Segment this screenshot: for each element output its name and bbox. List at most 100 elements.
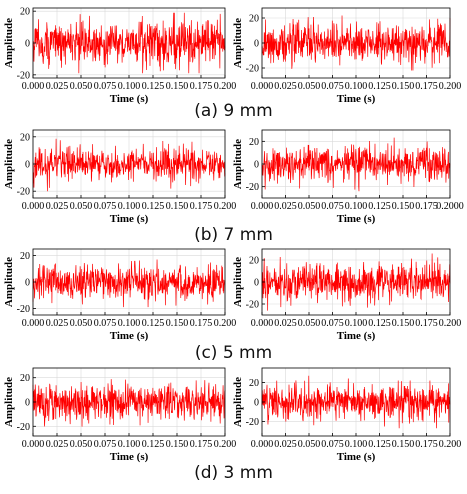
panel-6-ytick-label: 20	[20, 373, 30, 384]
panel-3: 0.000 0.025 0.050 0.075 0.100 0.125 0.150 0.175…	[232, 129, 464, 225]
panel-4-xtick-label: 0.050	[70, 318, 93, 329]
panel-0-xtick-label: 0.050	[70, 81, 93, 92]
panel-3-ytick-label: 20	[249, 137, 259, 148]
panel-2-xaxis-title: Time (s)	[110, 213, 149, 225]
panel-6-xtick-label: 0.200	[214, 439, 237, 450]
panel-1-xtick-label: 0.200	[439, 81, 462, 92]
panel-0-xtick-label: 0.175	[190, 81, 213, 92]
panel-6-ytick-label: 0	[25, 398, 30, 409]
panel-5-xtick-label: 0.000	[251, 318, 274, 329]
panel-5-xtick-label: 0.025	[274, 318, 297, 329]
panel-2-xtick-label: 0.075	[94, 201, 117, 212]
panel-1-xtick-label: 0.075	[321, 81, 344, 92]
panel-2-ytick-label: 20	[20, 132, 30, 143]
panel-2-xtick-label: 0.175	[190, 201, 213, 212]
panel-1-xtick-label: 0.175	[415, 81, 438, 92]
panel-2-xtick-label: 0.025	[46, 201, 69, 212]
panel-6-xaxis-title: Time (s)	[110, 451, 149, 463]
panel-1-xtick-label: 0.000	[251, 81, 274, 92]
panel-0-xtick-label: 0.100	[118, 81, 141, 92]
panel-6-ytick-label: -20	[17, 422, 30, 433]
panel-1-xtick-label: 0.125	[368, 81, 391, 92]
panel-3-xtick-label: 0.100	[345, 201, 368, 212]
panel-5-yaxis-title: Amplitude	[232, 257, 244, 307]
panel-2-ytick-label: -20	[17, 187, 30, 198]
panel-2-xtick-label: 0.000	[22, 201, 45, 212]
caption-b: (b) 7 mm	[194, 225, 273, 245]
panel-7-ytick-label: -20	[246, 417, 259, 428]
panel-7-xtick-label: 0.125	[368, 439, 391, 450]
panel-5-xaxis-title: Time (s)	[337, 330, 376, 342]
panel-7-xtick-label: 0.175	[415, 439, 438, 450]
panel-4-xtick-label: 0.075	[94, 318, 117, 329]
panel-4-xaxis-title: Time (s)	[110, 330, 149, 342]
panel-1-xtick-label: 0.050	[298, 81, 321, 92]
panel-7-yaxis-title: Amplitude	[232, 377, 244, 427]
panel-5-xtick-label: 0.075	[321, 318, 344, 329]
panel-1-signal-trace	[261, 15, 451, 71]
panel-7-xtick-label: 0.075	[321, 439, 344, 450]
panel-7-ytick-label: 20	[249, 378, 259, 389]
panel-5-ytick-label: 0	[254, 278, 259, 289]
caption-c: (c) 5 mm	[194, 343, 273, 363]
panel-7-xtick-label: 0.100	[345, 439, 368, 450]
panel-0-xtick-label: 0.125	[142, 81, 165, 92]
panel-7-xtick-label: 0.200	[439, 439, 462, 450]
panel-6-xtick-label: 0.000	[22, 439, 45, 450]
panel-3-ytick-label: 0	[254, 160, 259, 171]
panel-5-xtick-label: 0.200	[439, 318, 462, 329]
panel-1-ytick-label: 0	[254, 39, 259, 50]
panel-0-xtick-label: 0.200	[214, 81, 237, 92]
panel-3-xtick-label: 0.075	[321, 201, 344, 212]
panel-4-xtick-label: 0.125	[142, 318, 165, 329]
panel-3-xtick-label: 0.2000	[436, 201, 464, 212]
panel-4-xtick-label: 0.200	[214, 318, 237, 329]
panel-3-xtick-label: 0.025	[274, 201, 297, 212]
panel-0-signal-trace	[32, 12, 226, 74]
panel-6-xtick-label: 0.175	[190, 439, 213, 450]
panel-2-xtick-label: 0.200	[214, 201, 237, 212]
panel-0-yaxis-title: Amplitude	[3, 18, 15, 68]
panel-3-xtick-label: 0.175	[415, 201, 438, 212]
panel-4-signal-trace	[32, 259, 226, 308]
panel-4-xtick-label: 0.150	[166, 318, 189, 329]
panel-0-xtick-label: 0.150	[166, 81, 189, 92]
panel-7: 0.000 0.025 0.050 0.075 0.100 0.125 0.150 0.175…	[232, 367, 462, 463]
panel-5-xtick-label: 0.100	[345, 318, 368, 329]
panel-7-xtick-label: 0.050	[298, 439, 321, 450]
panel-4: 0.000 0.025 0.050 0.075 0.100 0.125 0.150 0.175…	[3, 248, 237, 342]
panel-6-xtick-label: 0.025	[46, 439, 69, 450]
panel-1-xtick-label: 0.150	[392, 81, 415, 92]
panel-7-xtick-label: 0.025	[274, 439, 297, 450]
panel-1-ytick-label: 20	[249, 14, 259, 25]
panel-3-xtick-label: 0.150	[392, 201, 415, 212]
panel-3-xaxis-title: Time (s)	[337, 213, 376, 225]
panel-2-xtick-label: 0.050	[70, 201, 93, 212]
caption-a: (a) 9 mm	[194, 101, 273, 121]
panel-1-ytick-label: -20	[246, 64, 259, 75]
panel-7-ytick-label: 0	[254, 398, 259, 409]
panel-6-xtick-label: 0.125	[142, 439, 165, 450]
panel-4-ytick-label: 0	[25, 278, 30, 289]
panel-4-xtick-label: 0.100	[118, 318, 141, 329]
panel-2-xtick-label: 0.100	[118, 201, 141, 212]
panel-3-ytick-label: -20	[246, 182, 259, 193]
panel-5-ytick-label: -20	[246, 300, 259, 311]
panel-6: 0.000 0.025 0.050 0.075 0.100 0.125 0.150 0.175…	[3, 367, 237, 463]
panel-2-xtick-label: 0.125	[142, 201, 165, 212]
panel-0-xtick-label: 0.000	[22, 81, 45, 92]
panel-2: 0.000 0.025 0.050 0.075 0.100 0.125 0.150 0.175…	[3, 129, 237, 225]
panel-1-xtick-label: 0.100	[345, 81, 368, 92]
panel-5-xtick-label: 0.150	[392, 318, 415, 329]
panel-6-xtick-label: 0.150	[166, 439, 189, 450]
panel-5: 0.000 0.025 0.050 0.075 0.100 0.125 0.150 0.175…	[232, 248, 462, 342]
panel-2-xtick-label: 0.150	[166, 201, 189, 212]
panel-5-xtick-label: 0.050	[298, 318, 321, 329]
panel-0-ytick-label: 0	[25, 39, 30, 50]
panel-7-xtick-label: 0.000	[251, 439, 274, 450]
panel-4-xtick-label: 0.025	[46, 318, 69, 329]
panel-3-yaxis-title: Amplitude	[232, 139, 244, 189]
panel-4-xtick-label: 0.175	[190, 318, 213, 329]
